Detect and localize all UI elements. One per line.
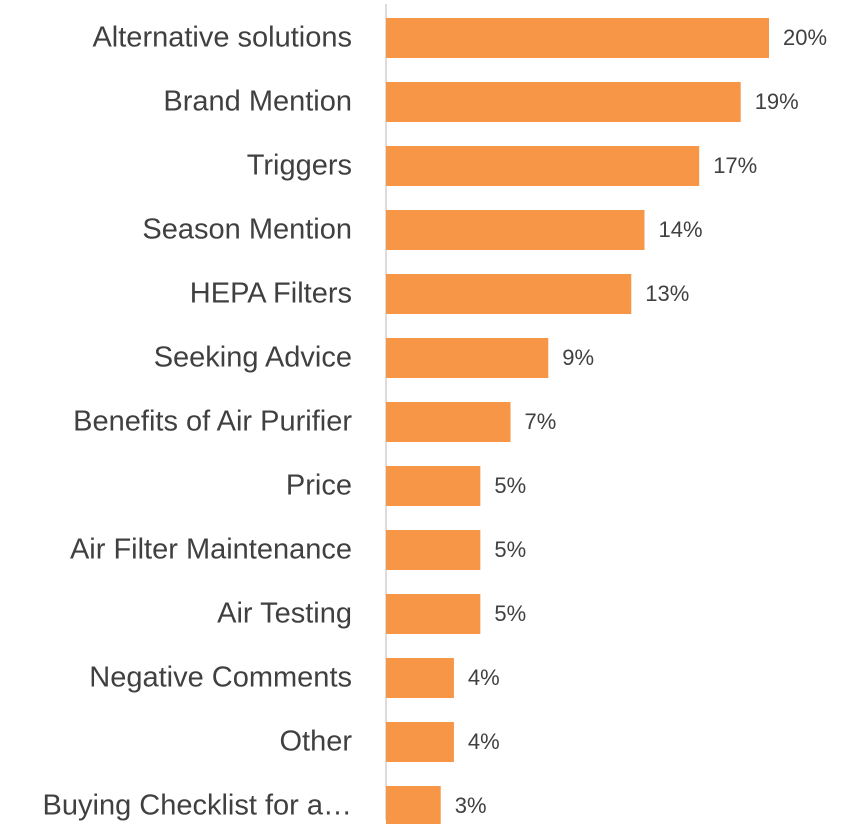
category-label: Buying Checklist for a… [43,790,352,822]
data-label: 5% [494,537,526,562]
category-label: Price [286,470,352,502]
category-label: Seeking Advice [154,342,352,374]
bar [386,338,549,378]
category-label: Negative Comments [89,662,352,694]
data-label: 5% [494,473,526,498]
data-label: 4% [468,729,500,754]
data-label: 5% [494,601,526,626]
category-label: Alternative solutions [92,22,352,54]
data-label: 9% [562,345,594,370]
data-label: 19% [755,89,799,114]
category-label: Season Mention [142,214,352,246]
category-label: Other [279,726,352,758]
data-label: 20% [783,25,827,50]
bar [386,594,481,634]
category-label: Air Filter Maintenance [70,534,352,566]
data-label: 13% [645,281,689,306]
category-label: Brand Mention [163,86,352,118]
bar [386,82,741,122]
bar [386,530,481,570]
category-label: Benefits of Air Purifier [73,406,352,438]
bar [386,274,632,314]
data-label: 7% [525,409,557,434]
data-label: 17% [713,153,757,178]
data-label: 3% [455,793,487,818]
category-label: Triggers [247,150,352,182]
category-label: HEPA Filters [190,278,352,310]
data-label: 4% [468,665,500,690]
bar [386,210,645,250]
bar [386,786,441,824]
bar [386,466,481,506]
bar [386,402,511,442]
bar [386,658,454,698]
bar [386,18,769,58]
bar [386,722,454,762]
category-label: Air Testing [217,598,352,630]
data-label: 14% [658,217,702,242]
bar [386,146,700,186]
